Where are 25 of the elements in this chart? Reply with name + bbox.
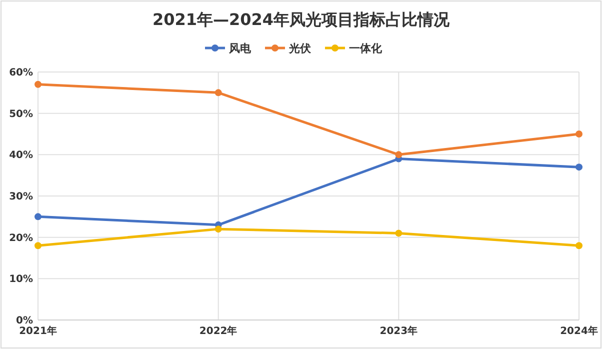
point [34,80,42,88]
point [395,230,402,237]
y-tick-label: 0% [16,316,33,326]
legend-label: 风电 [228,42,252,55]
x-tick-label: 2022年 [199,325,238,337]
legend-label: 光伏 [288,42,312,55]
y-tick-label: 40% [9,150,33,162]
x-tick-label: 2023年 [380,325,418,337]
chart-title: 2021年—2024年风光项目指标占比情况 [152,10,451,29]
y-tick-label: 50% [9,108,33,120]
point [34,213,42,220]
point [214,226,222,233]
point [576,164,582,171]
x-tick-label: 2024年 [560,325,598,337]
x-tick-label: 2021年 [19,325,57,337]
y-tick-label: 60% [9,68,33,78]
point [395,151,402,158]
point [214,89,222,96]
y-tick-label: 30% [9,192,33,202]
y-tick-label: 10% [9,274,33,286]
point [576,130,582,138]
legend-label: 一体化 [349,42,383,55]
y-tick-label: 20% [9,232,33,244]
point [576,242,582,250]
point [34,242,42,250]
